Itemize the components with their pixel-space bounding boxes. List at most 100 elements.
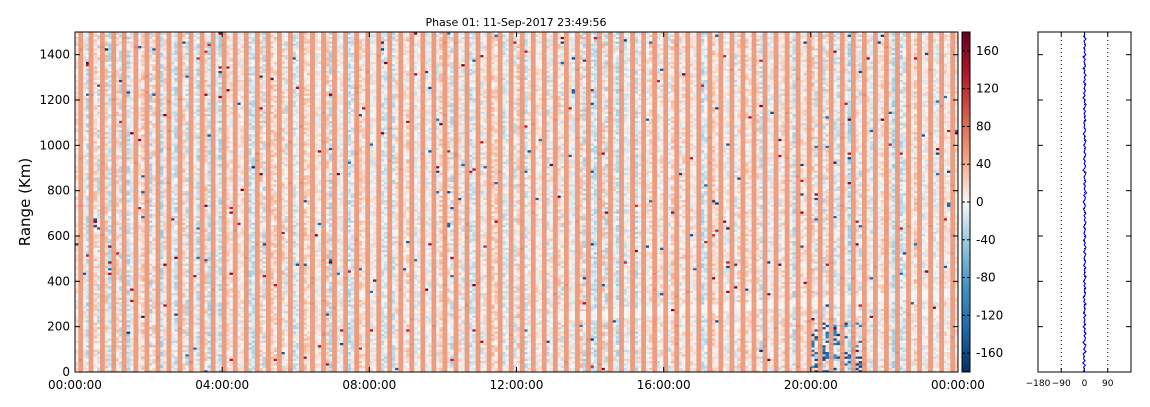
heatmap-cell [93,143,97,146]
heatmap-cell [93,93,97,96]
heatmap-cell [93,229,97,232]
heatmap-cell [127,243,131,246]
heatmap-cell [93,177,97,180]
heatmap-cell [127,216,131,219]
heatmap-cell [93,313,97,316]
heatmap-cell [104,163,108,166]
heatmap-cell [127,297,131,300]
heatmap-cell [127,333,131,336]
heatmap-cell [127,324,131,327]
heatmap-cell [104,304,108,307]
heatmap-cell [127,136,131,139]
heatmap-cell [127,148,131,151]
heatmap-cell [127,338,131,341]
heatmap-cell [104,107,108,110]
heatmap-cell [104,136,108,139]
heatmap-cell [104,333,108,336]
heatmap-cell [93,218,97,221]
heatmap-cell [127,231,131,234]
heatmap-cell [104,93,108,96]
heatmap-cell [93,238,97,241]
heatmap-cell [104,318,108,321]
heatmap-cell [127,270,131,273]
heatmap-cell [93,265,97,268]
heatmap-cell [127,250,131,253]
heatmap-cell [127,154,131,157]
heatmap-cell [93,191,97,194]
heatmap-cell [127,157,131,160]
heatmap-cell [104,365,108,368]
heatmap-cell [93,245,97,248]
heatmap-cell [127,218,131,221]
heatmap-cell [127,259,131,262]
heatmap-cell [93,100,97,103]
heatmap-cell [104,120,108,123]
heatmap-cell [93,338,97,341]
heatmap-cell [104,59,108,62]
heatmap-cell [104,184,108,187]
heatmap-cell [104,313,108,316]
heatmap-cell [127,327,131,330]
heatmap-cell [104,116,108,119]
heatmap-cell [104,265,108,268]
heatmap-cell [93,299,97,302]
heatmap-cell [127,299,131,302]
heatmap-cell [127,284,131,287]
heatmap-cell [93,188,97,191]
heatmap-cell [104,354,108,357]
heatmap-cell [127,177,131,180]
heatmap-cell [93,340,97,343]
heatmap-cell [104,75,108,78]
heatmap-cell [127,161,131,164]
heatmap-cell [127,204,131,207]
heatmap-cell [104,290,108,293]
heatmap-cell [93,352,97,355]
heatmap-cell [104,95,108,98]
heatmap-cell [93,354,97,357]
heatmap-cell [104,324,108,327]
heatmap-cell [93,347,97,350]
heatmap-cell [127,313,131,316]
heatmap-cell [93,102,97,105]
heatmap-cell [104,211,108,214]
heatmap-cell [104,55,108,58]
heatmap-cell [93,365,97,368]
heatmap-cell [127,68,131,71]
heatmap-cell [93,270,97,273]
heatmap-cell [93,175,97,178]
heatmap-cell [127,93,131,96]
heatmap-cell [93,252,97,255]
heatmap-cell [93,136,97,139]
heatmap-cell [127,73,131,76]
heatmap-cell [104,297,108,300]
heatmap-cell [127,245,131,248]
heatmap-cell [104,236,108,239]
heatmap-cell [127,150,131,153]
heatmap-cell [127,134,131,137]
heatmap-cell [127,252,131,255]
heatmap-cell [93,163,97,166]
heatmap-cell [104,311,108,314]
heatmap-cell [127,123,131,126]
heatmap-cell [127,202,131,205]
heatmap-cell [93,75,97,78]
heatmap-cell [104,100,108,103]
heatmap-cell [93,293,97,296]
heatmap-cell [104,286,108,289]
heatmap-cell [93,129,97,132]
heatmap-cell [104,73,108,76]
heatmap-cell [127,277,131,280]
heatmap-cell [127,191,131,194]
heatmap-cell [104,284,108,287]
heatmap-cell [93,182,97,185]
heatmap-cell [93,52,97,55]
heatmap-cell [127,39,131,42]
heatmap-cell [104,331,108,334]
heatmap-cell [104,245,108,248]
heatmap-cell [93,148,97,151]
heatmap-cell [93,89,97,92]
heatmap-panel: 00:00:00 04:00:00 08:00:00 12:00:00 16:00:00… [16,32,985,392]
heatmap-cell [104,358,108,361]
heatmap-cell [104,252,108,255]
heatmap-cell [93,82,97,85]
